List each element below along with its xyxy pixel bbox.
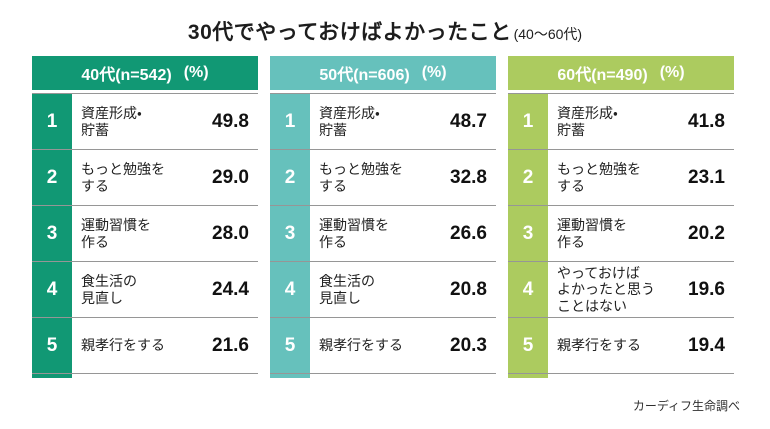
item-value: 20.3 bbox=[450, 334, 487, 356]
rank-badge: 4 bbox=[508, 262, 548, 317]
table-row: 5 親孝行をする 20.3 bbox=[270, 317, 496, 373]
item-value: 26.6 bbox=[450, 222, 487, 244]
ranking-tables: 40代(n=542) (%) 1 資産形成・ 貯蓄 49.8 2 もっと勉強を … bbox=[32, 56, 734, 378]
rank-badge: 1 bbox=[270, 94, 310, 149]
item-value: 48.7 bbox=[450, 110, 487, 132]
column-40s-header: 40代(n=542) (%) bbox=[32, 56, 258, 90]
item-label: 資産形成・ 貯蓄 bbox=[81, 104, 142, 138]
table-row: 4 やっておけば よかったと思う ことはない 19.6 bbox=[508, 261, 734, 317]
table-row: 3 運動習慣を 作る 28.0 bbox=[32, 205, 258, 261]
column-50s-body: 1 資産形成・ 貯蓄 48.7 2 もっと勉強を する 32.8 3 運動習慣を… bbox=[270, 93, 496, 374]
column-40s-body: 1 資産形成・ 貯蓄 49.8 2 もっと勉強を する 29.0 3 運動習慣を… bbox=[32, 93, 258, 374]
item-value: 24.4 bbox=[212, 278, 249, 300]
table-row: 5 親孝行をする 21.6 bbox=[32, 317, 258, 373]
column-40s: 40代(n=542) (%) 1 資産形成・ 貯蓄 49.8 2 もっと勉強を … bbox=[32, 56, 258, 378]
item-label: 食生活の 見直し bbox=[81, 272, 137, 306]
item-value: 32.8 bbox=[450, 166, 487, 188]
table-row: 3 運動習慣を 作る 20.2 bbox=[508, 205, 734, 261]
item-value: 29.0 bbox=[212, 166, 249, 188]
item-label: やっておけば よかったと思う ことはない bbox=[557, 264, 655, 314]
rank-badge: 3 bbox=[32, 206, 72, 261]
item-label: 運動習慣を 作る bbox=[81, 216, 151, 250]
item-label: 親孝行をする bbox=[81, 337, 165, 354]
item-label: もっと勉強を する bbox=[81, 160, 165, 194]
column-50s-header-label: 50代(n=606) bbox=[319, 67, 410, 84]
column-40s-header-label: 40代(n=542) bbox=[81, 67, 172, 84]
item-label: 資産形成・ 貯蓄 bbox=[319, 104, 380, 138]
item-value: 20.2 bbox=[688, 222, 725, 244]
item-label: もっと勉強を する bbox=[319, 160, 403, 194]
item-label: 親孝行をする bbox=[557, 337, 641, 354]
item-label: もっと勉強を する bbox=[557, 160, 641, 194]
table-row: 5 親孝行をする 19.4 bbox=[508, 317, 734, 373]
rank-badge: 2 bbox=[32, 150, 72, 205]
rank-badge: 5 bbox=[508, 318, 548, 373]
item-label: 食生活の 見直し bbox=[319, 272, 375, 306]
column-50s-header: 50代(n=606) (%) bbox=[270, 56, 496, 90]
item-value: 41.8 bbox=[688, 110, 725, 132]
item-value: 28.0 bbox=[212, 222, 249, 244]
rank-badge: 5 bbox=[32, 318, 72, 373]
column-60s-header-label: 60代(n=490) bbox=[557, 67, 648, 84]
item-value: 19.6 bbox=[688, 278, 725, 300]
table-row: 1 資産形成・ 貯蓄 41.8 bbox=[508, 94, 734, 149]
table-row: 4 食生活の 見直し 24.4 bbox=[32, 261, 258, 317]
column-60s-header: 60代(n=490) (%) bbox=[508, 56, 734, 90]
table-row: 2 もっと勉強を する 23.1 bbox=[508, 149, 734, 205]
rank-badge: 3 bbox=[270, 206, 310, 261]
column-60s-header-unit: (%) bbox=[659, 64, 685, 81]
title-main: 30代でやっておけばよかったこと bbox=[187, 21, 512, 44]
table-row: 4 食生活の 見直し 20.8 bbox=[270, 261, 496, 317]
table-row: 2 もっと勉強を する 29.0 bbox=[32, 149, 258, 205]
table-row: 1 資産形成・ 貯蓄 48.7 bbox=[270, 94, 496, 149]
column-60s: 60代(n=490) (%) 1 資産形成・ 貯蓄 41.8 2 もっと勉強を … bbox=[508, 56, 734, 378]
rank-badge: 4 bbox=[32, 262, 72, 317]
item-value: 20.8 bbox=[450, 278, 487, 300]
rank-badge: 2 bbox=[270, 150, 310, 205]
item-value: 49.8 bbox=[212, 110, 249, 132]
table-row: 1 資産形成・ 貯蓄 49.8 bbox=[32, 94, 258, 149]
rank-badge: 5 bbox=[270, 318, 310, 373]
accent-band-tail bbox=[508, 374, 548, 378]
column-40s-header-unit: (%) bbox=[183, 64, 209, 81]
item-value: 21.6 bbox=[212, 334, 249, 356]
accent-band-tail bbox=[32, 374, 72, 378]
item-value: 23.1 bbox=[688, 166, 725, 188]
title-suffix: (40〜60代) bbox=[513, 26, 583, 42]
table-row: 3 運動習慣を 作る 26.6 bbox=[270, 205, 496, 261]
item-label: 親孝行をする bbox=[319, 337, 403, 354]
rank-badge: 2 bbox=[508, 150, 548, 205]
page-title: 30代でやっておけばよかったこと (40〜60代) bbox=[0, 16, 770, 46]
item-label: 運動習慣を 作る bbox=[319, 216, 389, 250]
column-60s-body: 1 資産形成・ 貯蓄 41.8 2 もっと勉強を する 23.1 3 運動習慣を… bbox=[508, 93, 734, 374]
table-row: 2 もっと勉強を する 32.8 bbox=[270, 149, 496, 205]
rank-badge: 3 bbox=[508, 206, 548, 261]
rank-badge: 1 bbox=[32, 94, 72, 149]
column-50s-header-unit: (%) bbox=[421, 64, 447, 81]
rank-badge: 4 bbox=[270, 262, 310, 317]
source-credit: カーディフ生命調べ bbox=[632, 399, 740, 413]
rank-badge: 1 bbox=[508, 94, 548, 149]
item-value: 19.4 bbox=[688, 334, 725, 356]
column-50s: 50代(n=606) (%) 1 資産形成・ 貯蓄 48.7 2 もっと勉強を … bbox=[270, 56, 496, 378]
item-label: 資産形成・ 貯蓄 bbox=[557, 104, 618, 138]
accent-band-tail bbox=[270, 374, 310, 378]
item-label: 運動習慣を 作る bbox=[557, 216, 627, 250]
